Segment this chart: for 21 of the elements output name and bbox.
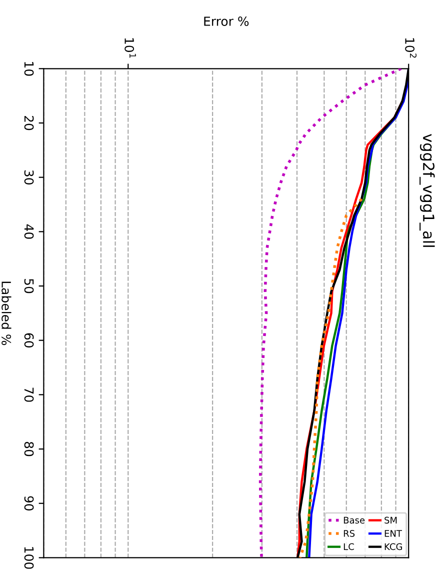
y-tick-label: 10 [24, 62, 34, 76]
y-tick-label: 20 [24, 116, 34, 130]
y-axis-title: Labeled % [2, 282, 12, 346]
text: vgg2f_vgg1_all [420, 134, 435, 247]
x-tick-label: 10$^{2}$ [405, 38, 417, 58]
y-tick-label: 80 [24, 442, 34, 456]
y-tick-label: 100 [24, 547, 34, 569]
legend-label: RS [344, 530, 355, 537]
legend-label: ENT [384, 530, 402, 537]
y-tick-label: 90 [24, 496, 34, 510]
y-tick-label: 50 [24, 279, 34, 294]
legend-label: KCG [384, 543, 402, 550]
y-tick-label: 30 [24, 170, 34, 184]
legend-label: SM [384, 516, 397, 524]
y-tick-label: 70 [24, 388, 34, 402]
x-tick-label: 10$^{1}$ [124, 38, 136, 58]
x-axis-title: Error % [204, 16, 249, 26]
legend-label: LC [344, 543, 354, 550]
y-tick-label: 40 [24, 224, 34, 239]
y-tick-label: 60 [24, 333, 34, 348]
legend-label: Base [344, 516, 365, 524]
